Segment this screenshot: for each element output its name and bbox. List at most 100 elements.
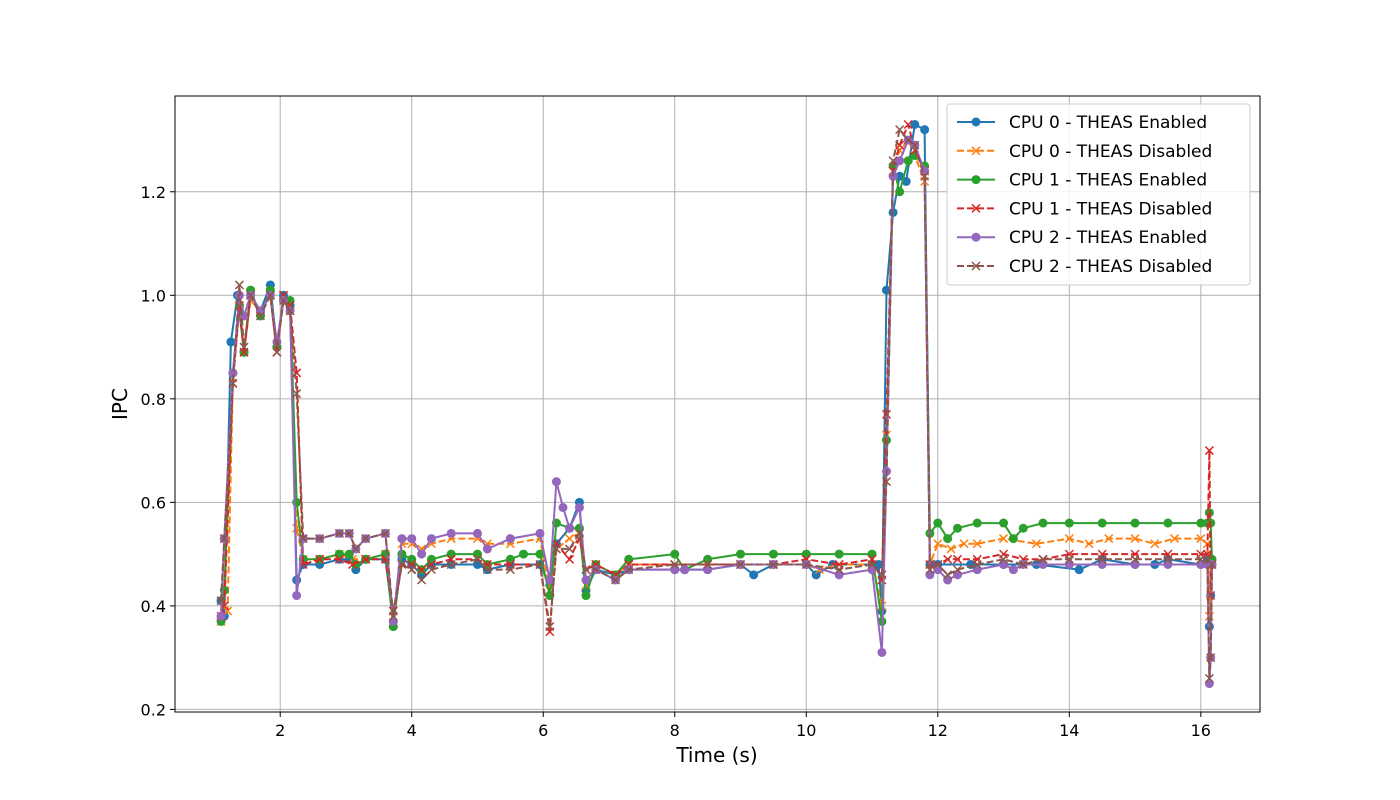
- series-2-point: [834, 549, 844, 559]
- series-5-point: [910, 140, 920, 150]
- series-2-point: [1018, 523, 1028, 533]
- series-2-point: [1008, 534, 1018, 544]
- legend-label: CPU 2 - THEAS Enabled: [1009, 228, 1207, 248]
- series-1-point: [1196, 534, 1206, 544]
- series-1-point: [1104, 534, 1114, 544]
- legend-item: CPU 2 - THEAS Disabled: [957, 257, 1212, 277]
- series-4-point: [1038, 559, 1048, 569]
- legend-label: CPU 1 - THEAS Disabled: [1009, 199, 1212, 219]
- legend-item: CPU 0 - THEAS Enabled: [957, 113, 1207, 133]
- series-5-point: [472, 554, 483, 564]
- legend-item: CPU 1 - THEAS Enabled: [957, 171, 1207, 191]
- legend: CPU 0 - THEAS Enabled CPU 0 - THEAS Disab…: [946, 103, 1251, 286]
- series-5-point: [344, 528, 354, 538]
- series-5-point: [1130, 554, 1140, 564]
- series-1-point: [1084, 539, 1094, 549]
- series-5-point: [505, 565, 515, 575]
- series-5-point: [535, 559, 545, 570]
- series-4-point: [1204, 679, 1214, 689]
- series-0-point: [749, 570, 759, 580]
- x-tick-label: 12: [928, 721, 948, 740]
- series-5-point: [228, 378, 238, 388]
- series-5-point: [591, 565, 601, 575]
- series-3-point: [361, 554, 371, 564]
- series-2-point: [1163, 518, 1173, 528]
- series-2-point: [407, 554, 417, 564]
- series-1-point: [1031, 539, 1041, 549]
- y-tick-label: 0.6: [141, 493, 166, 512]
- series-2-point: [933, 518, 943, 528]
- series-2-point: [953, 523, 963, 533]
- series-5-point: [417, 575, 427, 585]
- series-4-point: [407, 534, 417, 544]
- series-5-point: [272, 347, 282, 357]
- series-5: [216, 125, 1217, 683]
- series-5-point: [1204, 673, 1214, 683]
- series-4-point: [1064, 559, 1074, 569]
- series-1-point: [946, 544, 956, 554]
- series-4-point: [895, 156, 905, 166]
- series-4-point: [505, 534, 515, 544]
- series-5-point: [407, 565, 417, 575]
- series-5-point: [801, 559, 811, 570]
- series-5-point: [999, 554, 1009, 564]
- series-4-point: [535, 528, 545, 538]
- y-tick-label: 0.4: [141, 597, 166, 616]
- series-5-point: [397, 559, 407, 570]
- series-3-point: [881, 409, 892, 419]
- series-5-point: [278, 295, 289, 306]
- series-5-point: [581, 565, 591, 575]
- series-2-point: [867, 549, 877, 559]
- series-4-point: [1097, 559, 1107, 569]
- series-3-point: [417, 565, 427, 575]
- series-4-point: [1008, 565, 1018, 575]
- legend-marker: [971, 232, 981, 242]
- series-1-point: [1169, 534, 1180, 544]
- series-5-point: [925, 565, 935, 575]
- series-5-point: [1038, 554, 1048, 564]
- series-4-point: [703, 565, 713, 575]
- series-2-point: [581, 591, 591, 601]
- series-3-point: [1204, 446, 1214, 456]
- series-4-point: [925, 570, 935, 580]
- series-5-point: [574, 528, 584, 538]
- series-0-point: [881, 285, 891, 295]
- series-5-point: [285, 306, 295, 316]
- series-1-point: [999, 534, 1009, 544]
- legend-label: CPU 1 - THEAS Enabled: [1009, 171, 1207, 191]
- series-5-line: [220, 128, 1213, 680]
- series-4-point: [574, 503, 584, 513]
- legend-marker: [971, 146, 981, 156]
- x-axis-ticks: 2 4 6 8 10 12 14 16: [275, 712, 1211, 740]
- series-3-point: [292, 368, 302, 378]
- series-5-point: [334, 528, 344, 538]
- series-2-point: [624, 554, 634, 564]
- series-2-point: [768, 549, 778, 559]
- series-2-point: [1130, 518, 1140, 528]
- series-5-point: [351, 544, 361, 554]
- series-5-point: [482, 565, 492, 575]
- series-2-point: [334, 549, 344, 559]
- x-axis-label: Time (s): [675, 743, 757, 767]
- series-0-point: [910, 119, 920, 129]
- legend-frame: [946, 103, 1251, 286]
- legend-item: CPU 2 - THEAS Enabled: [957, 228, 1207, 248]
- series-4-point: [1163, 559, 1173, 569]
- y-tick-label: 0.8: [141, 390, 166, 409]
- series-5-point: [216, 596, 226, 606]
- series-5-point: [380, 528, 390, 538]
- series-5-point: [670, 559, 680, 570]
- series-4-point: [551, 477, 561, 487]
- legend-label: CPU 0 - THEAS Enabled: [1009, 113, 1207, 133]
- series-5-point: [943, 570, 953, 580]
- series-0-point: [895, 171, 905, 181]
- series-4-point: [565, 523, 575, 533]
- legend-item: CPU 1 - THEAS Disabled: [957, 199, 1212, 219]
- series-2-point: [1038, 518, 1048, 528]
- series-2-point: [1196, 518, 1206, 528]
- series-5-point: [265, 290, 275, 300]
- series-5-point: [611, 575, 621, 585]
- series-5-point: [903, 135, 913, 145]
- series-4-point: [545, 575, 555, 585]
